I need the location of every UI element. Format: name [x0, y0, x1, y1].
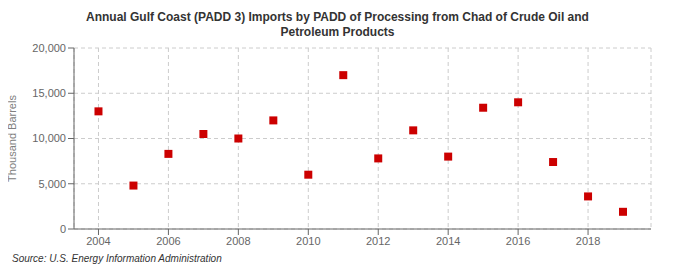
svg-text:2014: 2014 [436, 235, 460, 247]
svg-text:2016: 2016 [506, 235, 530, 247]
svg-text:2010: 2010 [296, 235, 320, 247]
html-text:Petroleum Products: Petroleum Products [280, 25, 395, 39]
svg-text:2006: 2006 [156, 235, 180, 247]
html-text:Annual Gulf Coast (PADD 3) Imp: Annual Gulf Coast (PADD 3) Imports by PA… [86, 10, 589, 24]
svg-text:10,000: 10,000 [32, 132, 66, 144]
svg-text:2004: 2004 [86, 235, 110, 247]
svg-text:15,000: 15,000 [32, 87, 66, 99]
svg-text:2012: 2012 [366, 235, 390, 247]
svg-text:2018: 2018 [576, 235, 600, 247]
svg-text:20,000: 20,000 [32, 42, 66, 54]
svg-text:0: 0 [60, 223, 66, 235]
svg-text:Thousand Barrels: Thousand Barrels [8, 95, 18, 182]
html-text:Source: U.S. Energy Informatio: Source: U.S. Energy Information Administ… [12, 253, 222, 264]
svg-text:2008: 2008 [226, 235, 250, 247]
svg-text:5,000: 5,000 [38, 178, 66, 190]
